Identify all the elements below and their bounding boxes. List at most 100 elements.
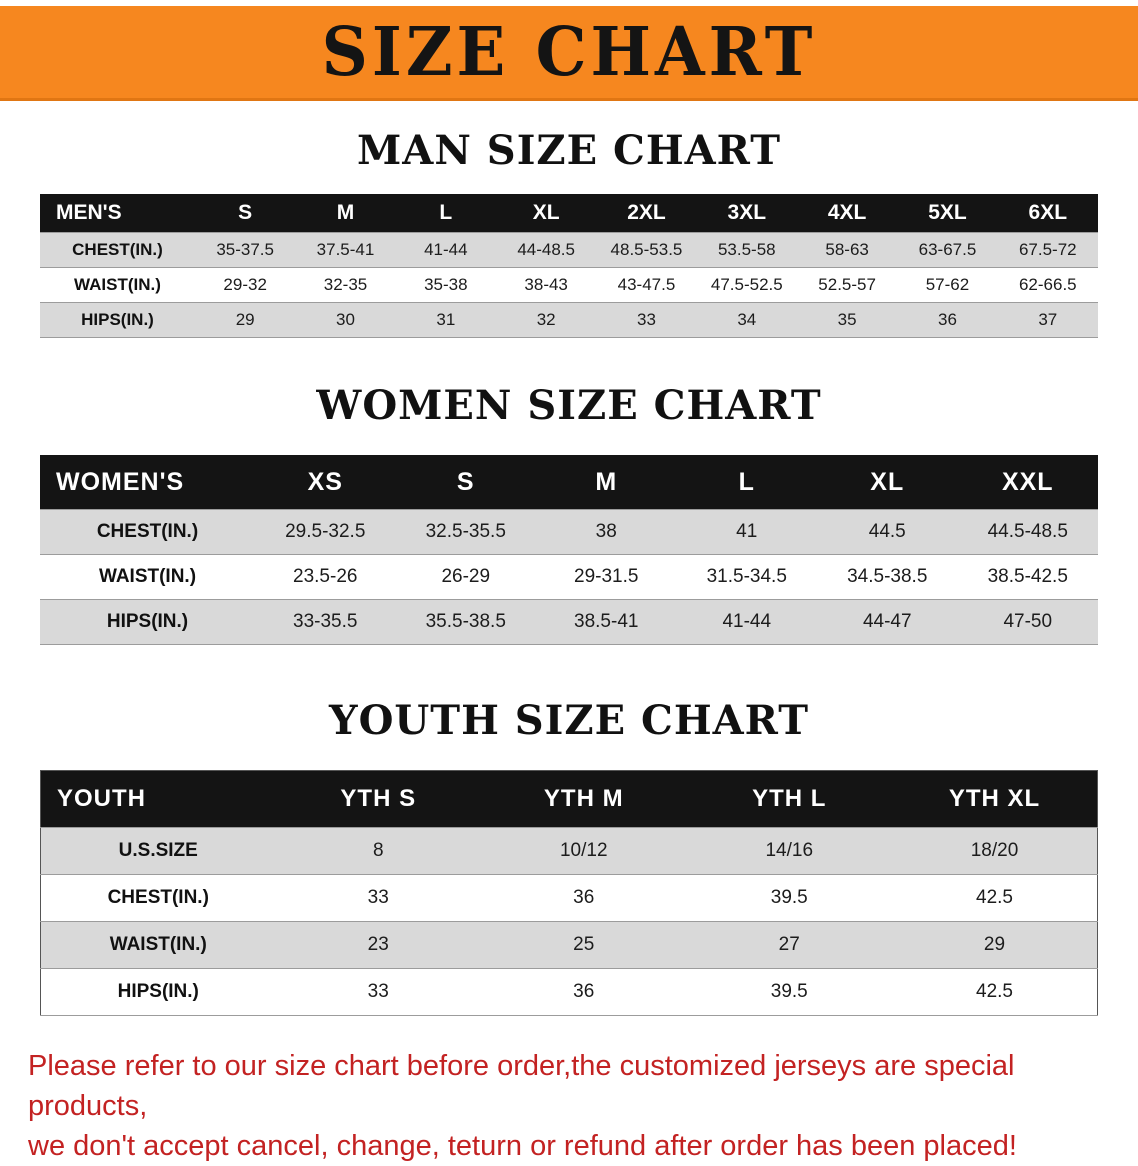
size-value-cell: 37.5-41 (295, 232, 396, 268)
men-table-header-row: MEN'S S M L XL 2XL 3XL 4XL 5XL 6XL (40, 194, 1098, 233)
disclaimer: Please refer to our size chart before or… (28, 1046, 1110, 1166)
size-value-cell: 41 (676, 509, 817, 555)
size-value-cell: 38.5-42.5 (957, 554, 1098, 600)
men-hips-row: HIPS(IN.) 29 30 31 32 33 34 35 36 37 (40, 302, 1098, 338)
size-value-cell: 25 (481, 921, 687, 969)
size-value-cell: 39.5 (686, 874, 892, 922)
row-label: WAIST(IN.) (40, 554, 255, 600)
size-value-cell: 44.5 (817, 509, 958, 555)
youth-size-table: YOUTH YTH S YTH M YTH L YTH XL U.S.SIZE … (40, 770, 1098, 1016)
women-size-table: WOMEN'S XS S M L XL XXL CHEST(IN.) 29.5-… (40, 455, 1098, 645)
size-value-cell: 35-38 (395, 267, 496, 303)
size-value-cell: 23.5-26 (255, 554, 396, 600)
size-value-cell: 26-29 (395, 554, 536, 600)
size-value-cell: 38.5-41 (536, 599, 677, 645)
men-chest-row: CHEST(IN.) 35-37.5 37.5-41 41-44 44-48.5… (40, 232, 1098, 268)
size-value-cell: 43-47.5 (596, 267, 697, 303)
men-size-header: M (295, 194, 396, 233)
size-value-cell: 48.5-53.5 (596, 232, 697, 268)
youth-size-header: YTH S (275, 770, 481, 828)
size-value-cell: 29-31.5 (536, 554, 677, 600)
women-size-header: XXL (957, 455, 1098, 510)
size-value-cell: 41-44 (395, 232, 496, 268)
row-label: HIPS(IN.) (40, 599, 255, 645)
size-value-cell: 33 (275, 968, 481, 1016)
row-label: HIPS(IN.) (40, 968, 276, 1016)
size-value-cell: 31 (395, 302, 496, 338)
size-value-cell: 38-43 (495, 267, 597, 303)
row-label: CHEST(IN.) (40, 232, 195, 268)
size-value-cell: 29 (892, 921, 1098, 969)
men-table-label: MEN'S (40, 194, 195, 233)
size-value-cell: 33 (596, 302, 697, 338)
men-size-header: 3XL (696, 194, 797, 233)
size-value-cell: 32-35 (295, 267, 396, 303)
women-size-header: L (676, 455, 817, 510)
women-size-header: S (395, 455, 536, 510)
men-size-header: 6XL (997, 194, 1098, 233)
youth-size-header: YTH L (686, 770, 892, 828)
size-value-cell: 10/12 (481, 827, 687, 875)
women-hips-row: HIPS(IN.) 33-35.5 35.5-38.5 38.5-41 41-4… (40, 599, 1098, 645)
size-value-cell: 23 (275, 921, 481, 969)
youth-size-header: YTH XL (892, 770, 1098, 828)
size-value-cell: 27 (686, 921, 892, 969)
size-value-cell: 30 (295, 302, 396, 338)
row-label: HIPS(IN.) (40, 302, 195, 338)
women-table-label: WOMEN'S (40, 455, 255, 510)
size-value-cell: 35.5-38.5 (395, 599, 536, 645)
youth-waist-row: WAIST(IN.) 23 25 27 29 (40, 921, 1098, 969)
size-value-cell: 44-47 (817, 599, 958, 645)
size-value-cell: 67.5-72 (997, 232, 1098, 268)
size-value-cell: 31.5-34.5 (676, 554, 817, 600)
youth-table-label: YOUTH (40, 770, 276, 828)
row-label: U.S.SIZE (40, 827, 276, 875)
size-value-cell: 36 (897, 302, 998, 338)
men-size-header: 5XL (897, 194, 998, 233)
size-value-cell: 37 (997, 302, 1098, 338)
men-section-heading: MAN SIZE CHART (357, 127, 781, 174)
women-section-heading: WOMEN SIZE CHART (316, 382, 822, 429)
size-value-cell: 57-62 (897, 267, 998, 303)
disclaimer-line-1: Please refer to our size chart before or… (28, 1050, 1015, 1123)
youth-size-header: YTH M (481, 770, 687, 828)
size-value-cell: 58-63 (796, 232, 898, 268)
page-title: SIZE CHART (321, 12, 817, 92)
men-size-header: 2XL (596, 194, 697, 233)
size-value-cell: 36 (481, 968, 687, 1016)
size-value-cell: 63-67.5 (897, 232, 998, 268)
size-value-cell: 62-66.5 (997, 267, 1098, 303)
size-value-cell: 42.5 (892, 874, 1098, 922)
row-label: WAIST(IN.) (40, 921, 276, 969)
size-value-cell: 14/16 (686, 827, 892, 875)
size-value-cell: 33-35.5 (255, 599, 396, 645)
disclaimer-line-2: we don't accept cancel, change, teturn o… (28, 1130, 1017, 1163)
size-value-cell: 44-48.5 (495, 232, 597, 268)
size-value-cell: 32 (495, 302, 597, 338)
size-value-cell: 41-44 (676, 599, 817, 645)
size-value-cell: 47-50 (957, 599, 1098, 645)
men-size-header: 4XL (796, 194, 898, 233)
size-value-cell: 47.5-52.5 (696, 267, 797, 303)
size-value-cell: 34.5-38.5 (817, 554, 958, 600)
size-value-cell: 36 (481, 874, 687, 922)
size-value-cell: 42.5 (892, 968, 1098, 1016)
women-size-header: M (536, 455, 677, 510)
women-table-header-row: WOMEN'S XS S M L XL XXL (40, 455, 1098, 510)
size-value-cell: 29-32 (195, 267, 296, 303)
women-chest-row: CHEST(IN.) 29.5-32.5 32.5-35.5 38 41 44.… (40, 509, 1098, 555)
youth-chest-row: CHEST(IN.) 33 36 39.5 42.5 (40, 874, 1098, 922)
row-label: CHEST(IN.) (40, 874, 276, 922)
size-value-cell: 52.5-57 (796, 267, 898, 303)
size-value-cell: 34 (696, 302, 797, 338)
row-label: WAIST(IN.) (40, 267, 195, 303)
youth-ussize-row: U.S.SIZE 8 10/12 14/16 18/20 (40, 827, 1098, 875)
size-value-cell: 53.5-58 (696, 232, 797, 268)
size-value-cell: 35 (796, 302, 898, 338)
men-size-header: L (395, 194, 496, 233)
women-size-header: XS (255, 455, 396, 510)
size-value-cell: 29.5-32.5 (255, 509, 396, 555)
row-label: CHEST(IN.) (40, 509, 255, 555)
size-value-cell: 39.5 (686, 968, 892, 1016)
